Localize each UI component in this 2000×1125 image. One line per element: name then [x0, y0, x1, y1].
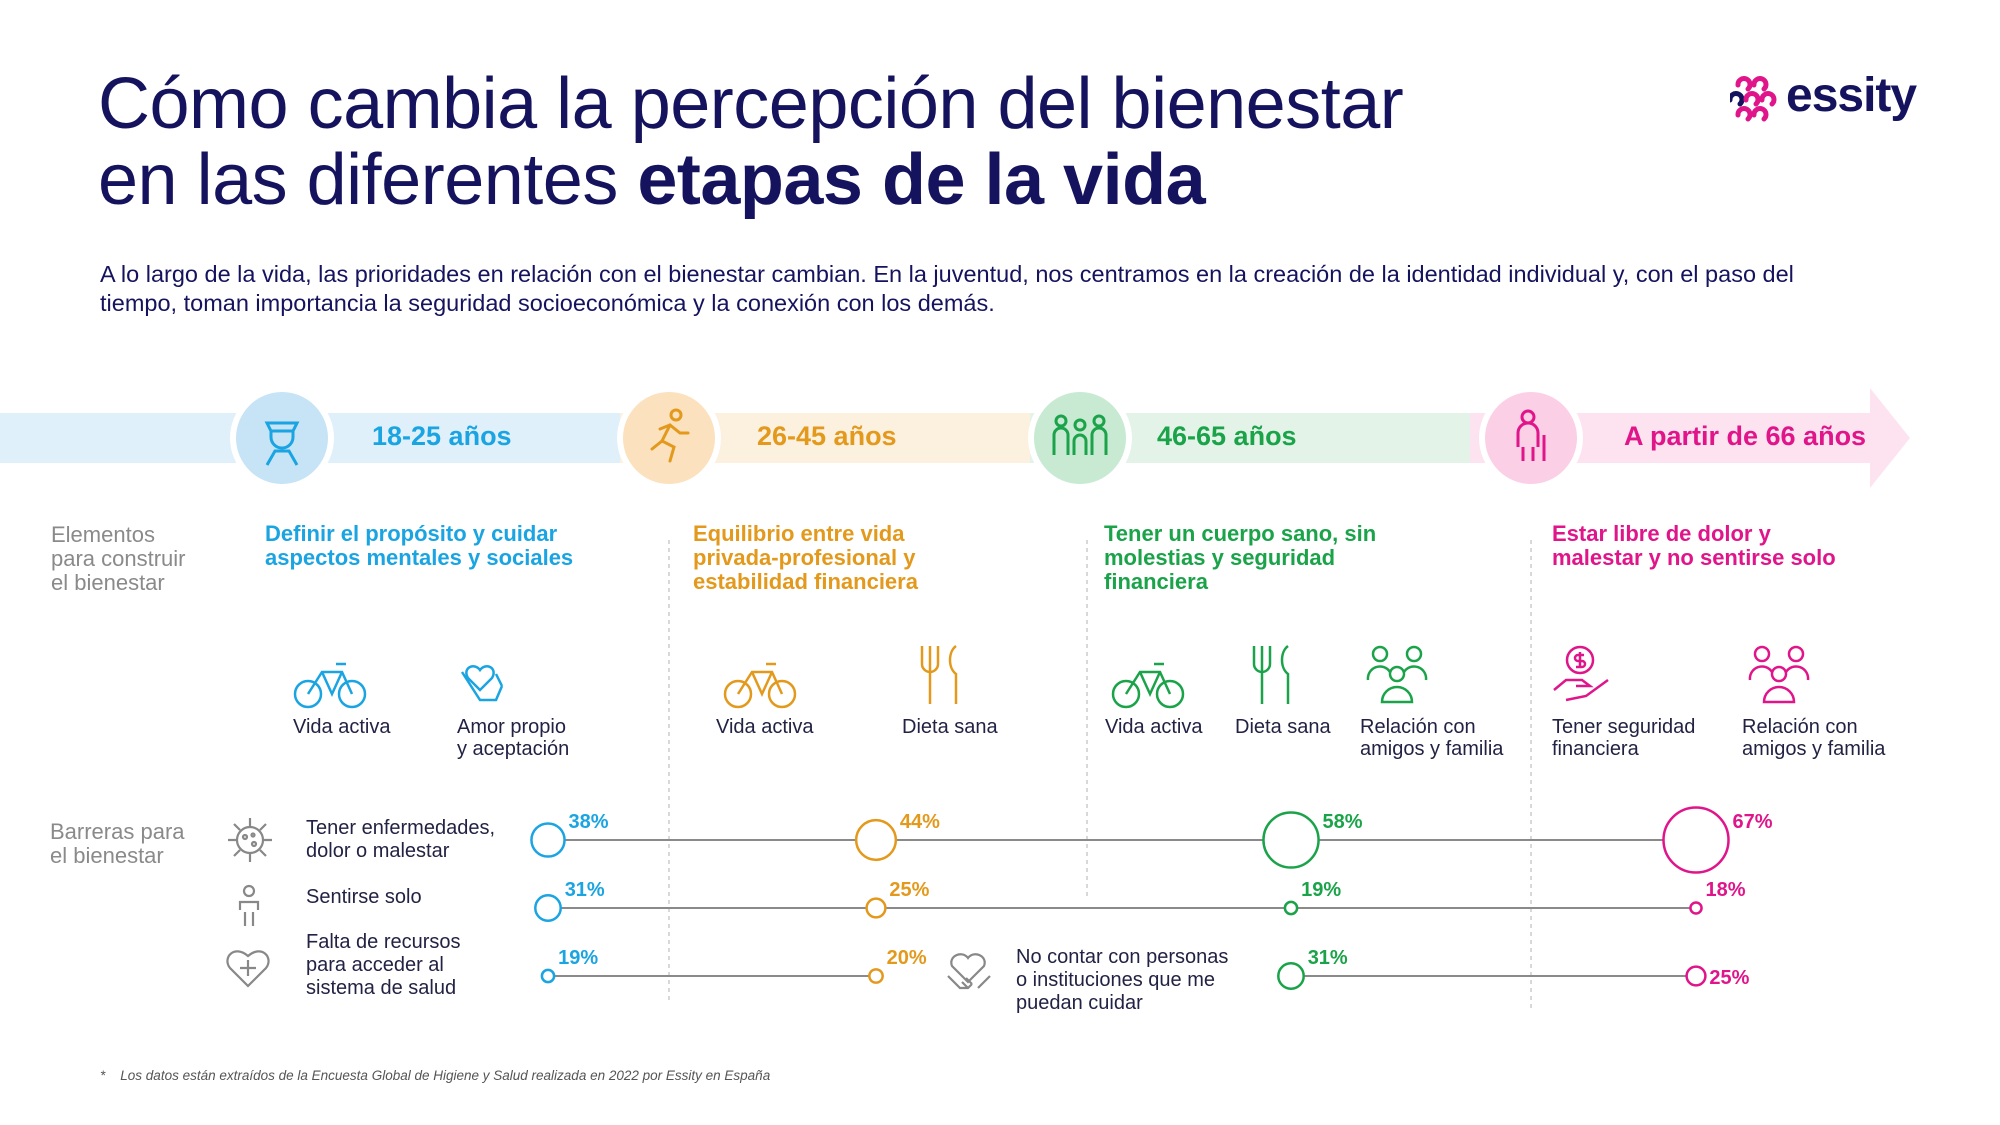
heart-hands-icon — [460, 665, 504, 702]
barrier-icons — [226, 818, 272, 988]
item-vida-activa-26-45: Vida activa — [716, 716, 814, 738]
stage-circle-46-65 — [1028, 386, 1132, 490]
intro-text: A lo largo de la vida, las prioridades e… — [100, 261, 1794, 316]
element-title-66-plus: Estar libre de dolor y malestar y no sent… — [1552, 521, 1836, 570]
elderly-icon — [1516, 409, 1546, 461]
barrier-label-enfermedades: Tener enfermedades, dolor o malestar — [306, 817, 496, 862]
runner-icon — [650, 408, 690, 463]
barrier-dot-3-2 — [1277, 962, 1305, 990]
barrier-label-solo: Sentirse solo — [306, 886, 422, 908]
footnote-text: Los datos están extraídos de la Encuesta… — [120, 1068, 771, 1083]
barrier-dot-1-3 — [1689, 901, 1703, 915]
barrier-dot-1-0 — [534, 894, 562, 922]
cutlery-icon — [920, 645, 958, 704]
barrier-dot-0-1 — [854, 818, 898, 862]
element-icons — [293, 645, 1810, 709]
barrier-value-0-3: 67% — [1733, 811, 1773, 833]
title-line-2-bold: etapas de la vida — [637, 140, 1206, 220]
barrier-value-3-2: 31% — [1308, 947, 1348, 969]
cutlery-icon — [1252, 645, 1290, 704]
essity-logo-icon — [1730, 76, 1777, 122]
barrier-value-3-3: 25% — [1709, 967, 1749, 989]
family-icon — [1052, 414, 1108, 455]
people-icon — [1748, 645, 1810, 704]
item-vida-activa-18-25: Vida activa — [293, 716, 391, 738]
stage-label-26-45: 26-45 años — [757, 421, 897, 451]
item-relacion-46-65: Relación con amigos y familia — [1360, 716, 1504, 760]
logo-text: essity — [1786, 69, 1917, 122]
virus-icon — [228, 818, 272, 862]
lonely-person-icon — [238, 884, 260, 926]
barrier-value-2-1: 20% — [887, 947, 927, 969]
title-line-2-regular: en las diferentes — [98, 140, 638, 220]
barrier-dot-0-2 — [1262, 811, 1320, 869]
barrier-value-2-0: 19% — [558, 947, 598, 969]
item-amor-propio: Amor propio y aceptación — [457, 716, 570, 760]
stage-circle-26-45 — [617, 386, 721, 490]
barrier-dot-1-2 — [1283, 900, 1299, 916]
item-seguridad-financiera: Tener seguridad financiera — [1552, 716, 1696, 760]
title-line-1: Cómo cambia la percepción del bienestar — [98, 64, 1404, 144]
item-relacion-66-plus: Relación con amigos y familia — [1742, 716, 1886, 760]
barrier-value-0-2: 58% — [1323, 811, 1363, 833]
element-title-46-65: Tener un cuerpo sano, sin molestias y seg… — [1104, 521, 1377, 594]
barrier-value-1-2: 19% — [1301, 879, 1341, 901]
stage-circle-66-plus — [1479, 386, 1583, 490]
barrier-dot-2-1 — [868, 968, 884, 984]
bicycle-icon — [1111, 662, 1185, 709]
stage-circle-18-25 — [230, 386, 334, 490]
band-arrow-pink — [1470, 388, 1910, 488]
item-vida-activa-46-65: Vida activa — [1105, 716, 1203, 738]
item-dieta-sana-26-45: Dieta sana — [902, 716, 998, 738]
barrier-dot-3-3 — [1685, 965, 1707, 987]
student-icon — [264, 421, 300, 466]
barrier-value-1-1: 25% — [889, 879, 929, 901]
element-title-26-45: Equilibrio entre vida privada-profesional… — [693, 521, 918, 594]
barriers-section-label: Barreras para el bienestar — [50, 819, 185, 868]
page-title: Cómo cambia la percepción del bienestar … — [98, 64, 1404, 220]
elements-section-label: Elementos para construir el bienestar — [51, 522, 186, 595]
stage-label-66-plus: A partir de 66 años — [1624, 421, 1867, 451]
stage-label-46-65: 46-65 años — [1157, 421, 1297, 451]
heart-plus-icon — [226, 950, 270, 988]
bicycle-icon — [723, 662, 797, 709]
stage-label-18-25: 18-25 años — [372, 421, 512, 451]
people-icon — [1366, 645, 1428, 704]
element-title-18-25: Definir el propósito y cuidar aspectos me… — [265, 521, 574, 570]
footnote: * Los datos están extraídos de la Encues… — [100, 1068, 770, 1083]
barrier-value-0-1: 44% — [900, 811, 940, 833]
barrier-dot-0-0 — [530, 822, 566, 858]
bicycle-icon — [293, 662, 367, 709]
barrier-dot-1-1 — [865, 897, 887, 919]
barrier-label-recursos: Falta de recursos para acceder al sistema … — [306, 931, 461, 999]
barrier-value-0-0: 38% — [569, 811, 609, 833]
footnote-mark: * — [100, 1068, 106, 1083]
essity-logo: essity — [1730, 68, 1930, 124]
barrier-value-1-0: 31% — [565, 879, 605, 901]
barrier-value-1-3: 18% — [1706, 879, 1746, 901]
money-hand-icon — [1553, 645, 1609, 702]
handshake-heart-icon — [947, 953, 991, 990]
barrier-dot-0-3 — [1662, 806, 1730, 874]
item-dieta-sana-46-65: Dieta sana — [1235, 716, 1331, 738]
barrier-dot-2-0 — [540, 968, 556, 984]
barrier-label-cuidar: No contar con personas o instituciones qu… — [1016, 946, 1229, 1014]
